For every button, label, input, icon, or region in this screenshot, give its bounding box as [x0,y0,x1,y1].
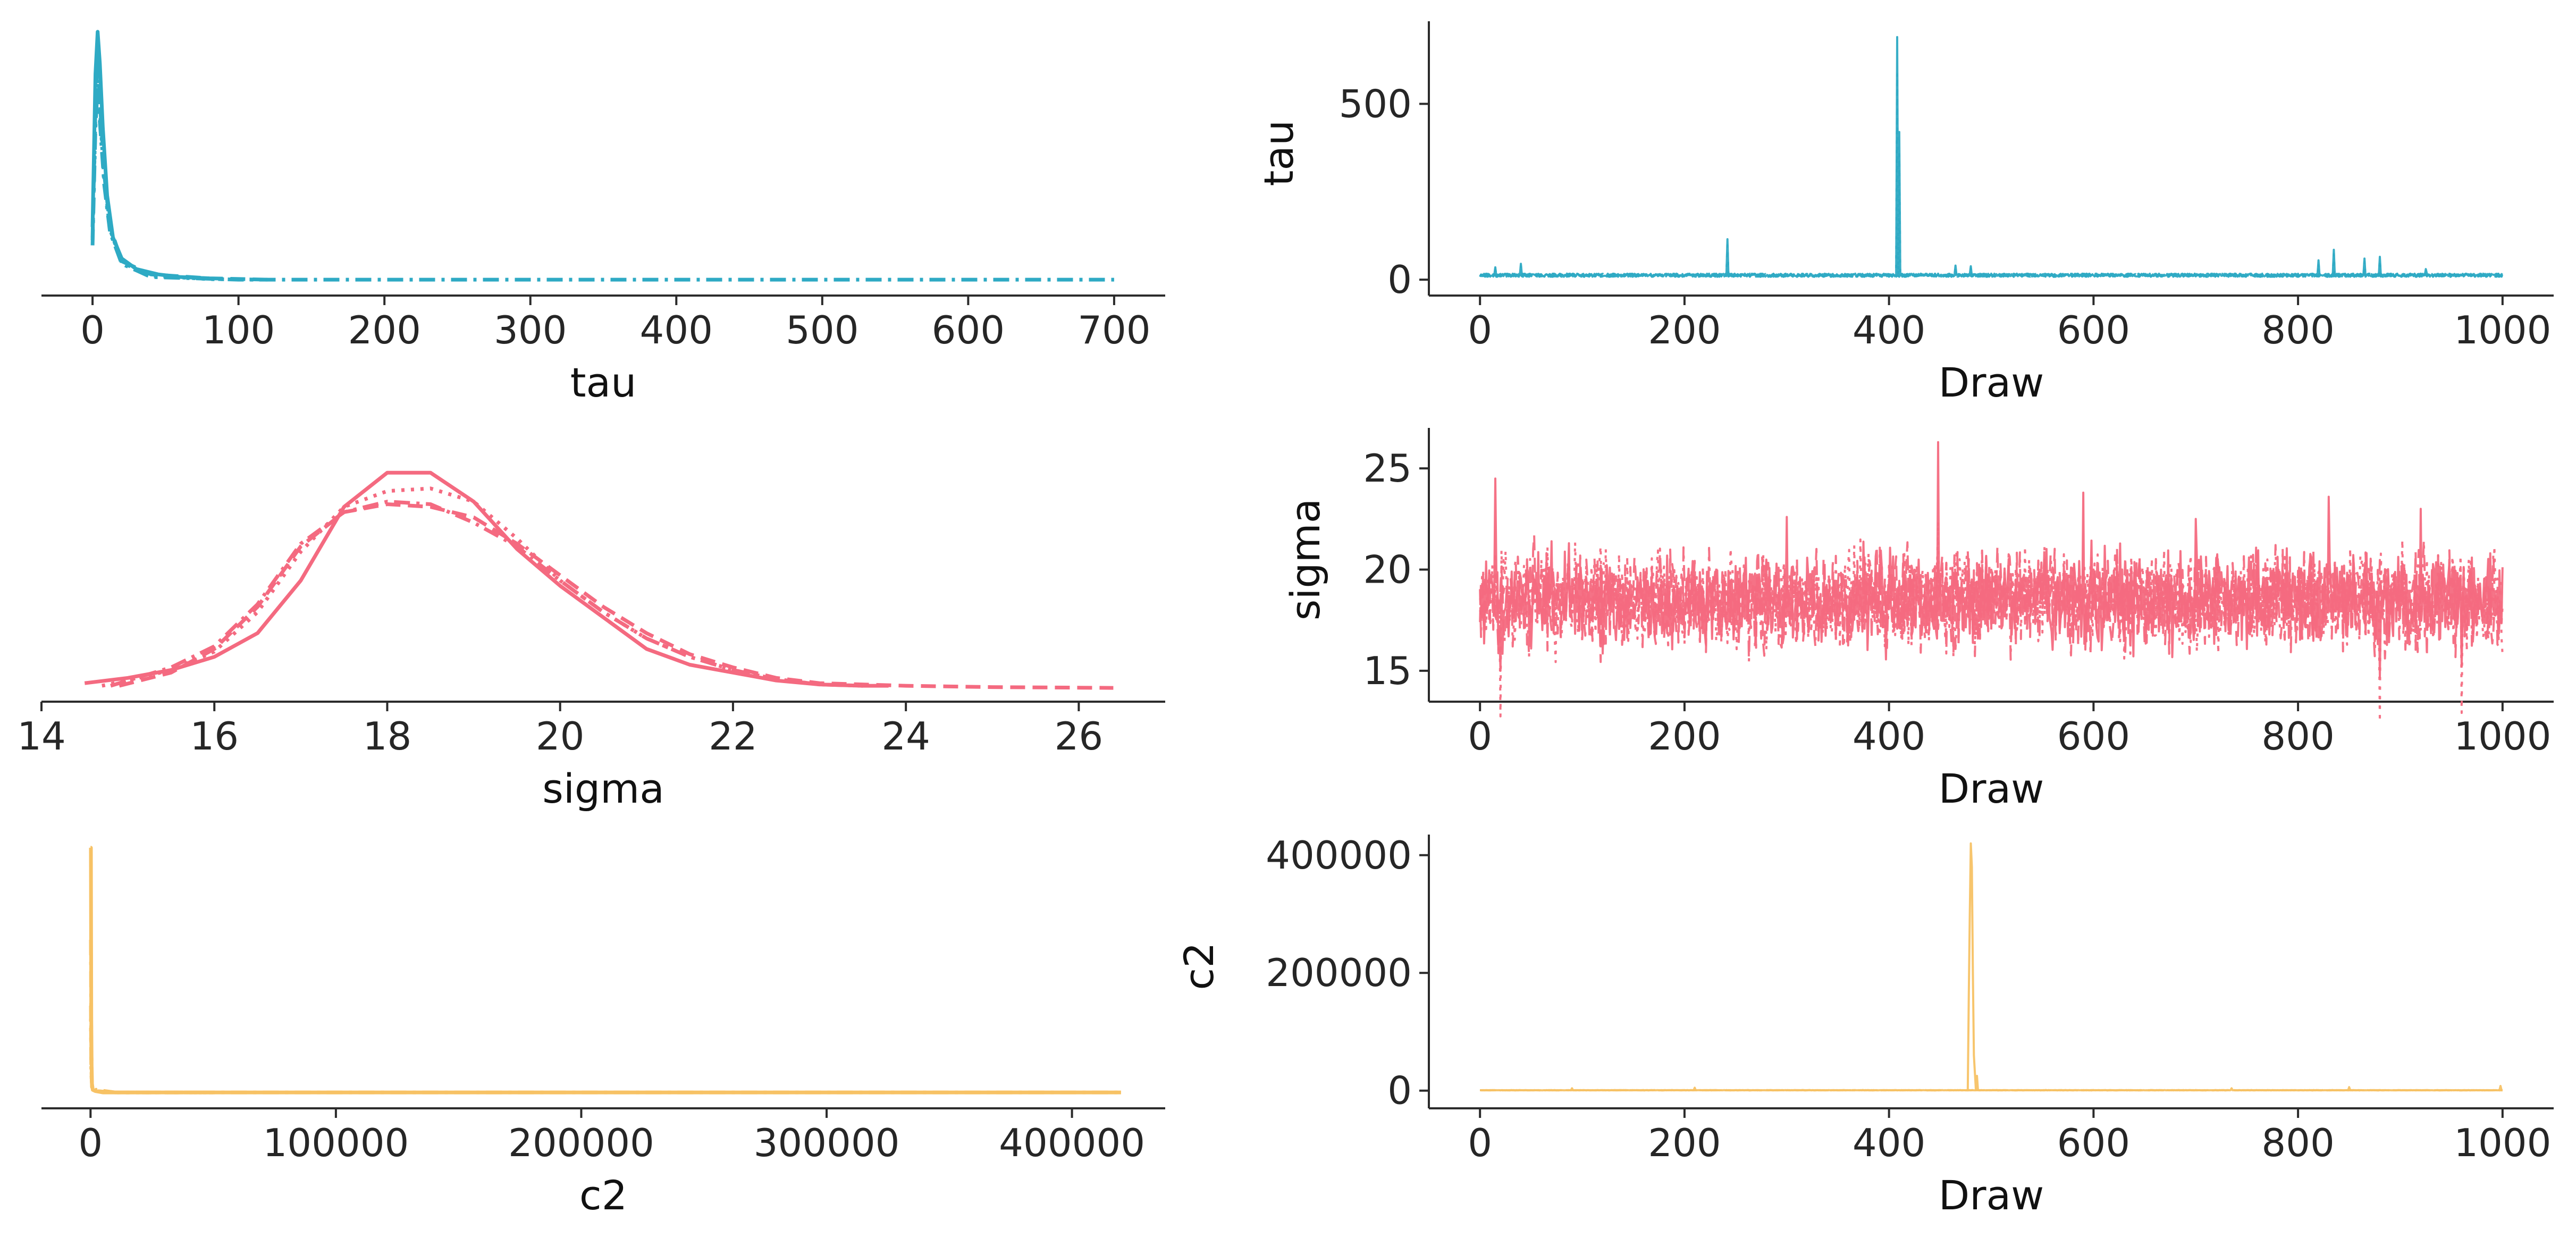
x-tick-label: 0 [80,308,105,352]
x-tick-label: 300 [494,308,567,352]
x-axis-label: c2 [579,1172,627,1219]
x-tick-label: 600 [932,308,1005,352]
x-tick-label: 0 [1468,1121,1492,1165]
x-tick-label: 400000 [999,1121,1145,1165]
density-line-dashed [90,58,268,282]
panel-sigma-density: 14 16 18 20 22 24 26 sigma [17,470,1165,812]
y-tick-label: 200000 [1266,950,1412,995]
x-tick-label: 200 [1648,1121,1721,1165]
trace-line-chain-3 [1479,272,2503,278]
x-tick-label: 100 [202,308,275,352]
x-tick-label: 700 [1077,308,1150,352]
trace-line-chain-4 [1479,272,2503,278]
y-axis-label: sigma [1282,499,1329,621]
x-tick-label: 400 [1853,308,1925,352]
x-tick-label: 400 [640,308,713,352]
trace-line-chain-3 [1479,534,2503,663]
trace-line-chain-1 [1479,36,2503,278]
trace-line-chain-4 [1479,539,2504,663]
x-tick-label: 800 [2261,308,2334,352]
x-tick-label: 400 [1853,714,1925,759]
x-tick-label: 20 [536,714,585,759]
x-tick-label: 200000 [508,1121,654,1165]
x-tick-label: 200 [1648,308,1721,352]
density-line-solid [90,30,209,281]
x-tick-label: 500 [786,308,858,352]
x-tick-label: 600 [2057,714,2130,759]
x-tick-label: 0 [78,1121,103,1165]
x-tick-label: 600 [2057,308,2130,352]
panel-sigma-trace: 0 200 400 600 800 1000 Draw 15 20 25 sigma [1282,428,2554,812]
x-tick-label: 14 [17,714,66,759]
x-tick-label: 300000 [754,1121,900,1165]
x-tick-label: 1000 [2454,1121,2551,1165]
x-tick-label: 800 [2261,714,2334,759]
density-line-dashdot [90,85,1114,282]
y-tick-label: 500 [1339,81,1412,126]
density-line-dashed [119,502,1114,690]
panel-c2-density: 0 100000 200000 300000 400000 c2 [41,846,1165,1219]
x-tick-label: 18 [363,714,412,759]
y-axis-label: tau [1255,120,1302,187]
y-tick-label: 20 [1363,548,1412,592]
density-line-dotted [89,1017,214,1095]
x-axis-label: Draw [1939,1172,2044,1219]
density-line-solid [89,846,1121,1095]
x-tick-label: 26 [1055,714,1104,759]
panel-tau-trace: 0 200 400 600 800 1000 Draw 0 500 tau [1255,21,2554,406]
trace-line-chain-2 [1479,520,2504,723]
x-tick-label: 800 [2261,1121,2334,1165]
x-axis-label: Draw [1939,765,2044,812]
density-line-dashdot [110,500,863,688]
panel-c2-trace: 0 200 400 600 800 1000 Draw 0 200000 400000 c2 [1175,833,2554,1219]
x-axis-label: sigma [542,765,664,812]
x-axis-label: tau [570,359,637,406]
density-line-dashed [89,1004,214,1095]
y-axis-label: c2 [1175,942,1223,990]
x-axis-label: Draw [1939,359,2044,406]
y-tick-label: 15 [1363,649,1412,693]
trace-line-chain-1 [1480,842,2503,1092]
y-tick-label: 0 [1387,257,1412,302]
density-line-dashdot [89,938,1121,1095]
trace-line-chain-2 [1479,72,2504,278]
density-line-dotted [90,72,268,282]
x-tick-label: 24 [881,714,930,759]
y-tick-label: 25 [1363,446,1412,491]
x-tick-label: 100000 [263,1121,409,1165]
x-tick-label: 0 [1468,714,1492,759]
y-tick-label: 0 [1387,1068,1412,1113]
x-tick-label: 400 [1853,1121,1925,1165]
x-tick-label: 1000 [2454,714,2551,759]
x-tick-label: 200 [348,308,420,352]
x-tick-label: 200 [1648,714,1721,759]
density-line-dotted [102,486,863,688]
y-tick-label: 400000 [1266,833,1412,878]
x-tick-label: 600 [2057,1121,2130,1165]
x-tick-label: 1000 [2454,308,2551,352]
panel-tau-density: 0 100 200 300 400 500 600 700 tau [41,30,1165,406]
x-tick-label: 22 [709,714,757,759]
x-tick-label: 16 [190,714,239,759]
x-tick-label: 0 [1468,308,1492,352]
